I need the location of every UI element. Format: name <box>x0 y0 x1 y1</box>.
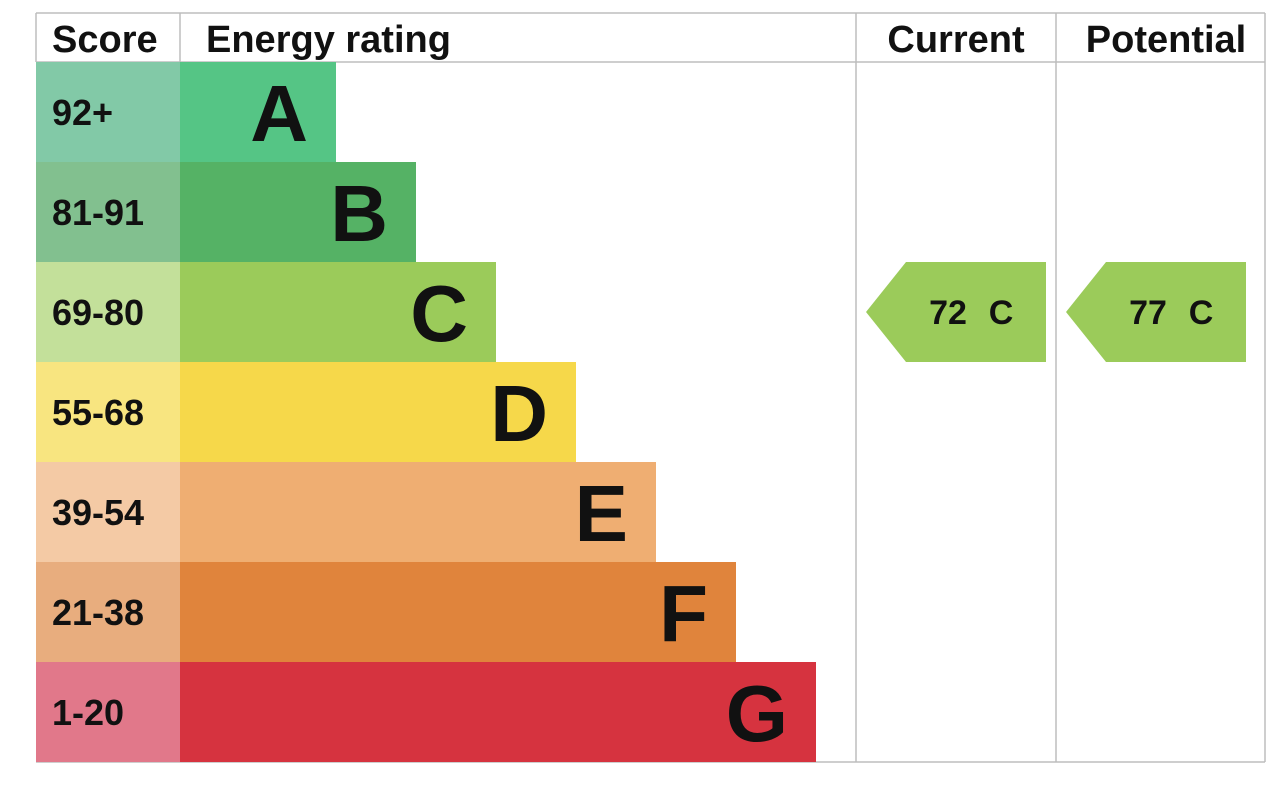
rating-letter-g: G <box>726 669 788 758</box>
score-cell-e <box>36 462 180 562</box>
rating-letter-e: E <box>575 469 628 558</box>
score-range-b: 81-91 <box>52 192 144 233</box>
rating-letter-a: A <box>250 69 308 158</box>
score-range-c: 69-80 <box>52 292 144 333</box>
rating-letter-f: F <box>659 569 708 658</box>
header-score: Score <box>52 19 158 61</box>
score-cell-a <box>36 62 180 162</box>
potential-arrow <box>1066 262 1246 362</box>
score-range-d: 55-68 <box>52 392 144 433</box>
rating-arrows: 72 C 77 C <box>866 262 1246 362</box>
current-rating: C <box>989 294 1014 332</box>
score-range-g: 1-20 <box>52 692 124 733</box>
header-current: Current <box>887 19 1025 61</box>
score-cell-g <box>36 662 180 762</box>
current-arrow <box>866 262 1046 362</box>
header-potential: Potential <box>1086 19 1246 61</box>
score-range-a: 92+ <box>52 92 113 133</box>
rating-letter-c: C <box>410 269 468 358</box>
score-range-f: 21-38 <box>52 592 144 633</box>
score-range-e: 39-54 <box>52 492 144 533</box>
rating-letter-b: B <box>330 169 388 258</box>
rating-bands: 92+ A 81-91 B 69-80 C 55-68 D 39-54 E 21-38 F 1-20 G <box>36 62 816 762</box>
rating-letter-d: D <box>490 369 548 458</box>
score-cell-d <box>36 362 180 462</box>
potential-score: 77 <box>1129 294 1167 332</box>
potential-rating: C <box>1189 294 1214 332</box>
rating-bar-d <box>180 362 576 462</box>
score-cell-f <box>36 562 180 662</box>
rating-bar-e <box>180 462 656 562</box>
rating-bar-c <box>180 262 496 362</box>
score-cell-c <box>36 262 180 362</box>
current-score: 72 <box>929 294 967 332</box>
header-energy-rating: Energy rating <box>206 19 451 61</box>
score-cell-b <box>36 162 180 262</box>
rating-bar-f <box>180 562 736 662</box>
rating-bar-b <box>180 162 416 262</box>
rating-bar-g <box>180 662 816 762</box>
rating-bar-a <box>180 62 336 162</box>
